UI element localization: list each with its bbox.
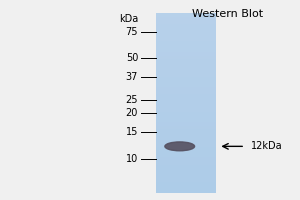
Text: 25: 25 (126, 95, 138, 105)
Text: 20: 20 (126, 108, 138, 118)
Text: 12kDa: 12kDa (251, 141, 283, 151)
Ellipse shape (165, 142, 195, 151)
Text: 37: 37 (126, 72, 138, 82)
Text: Western Blot: Western Blot (192, 9, 263, 19)
Text: kDa: kDa (119, 14, 138, 24)
Text: 50: 50 (126, 53, 138, 63)
Text: 10: 10 (126, 154, 138, 164)
Text: 15: 15 (126, 127, 138, 137)
Text: 75: 75 (126, 27, 138, 37)
